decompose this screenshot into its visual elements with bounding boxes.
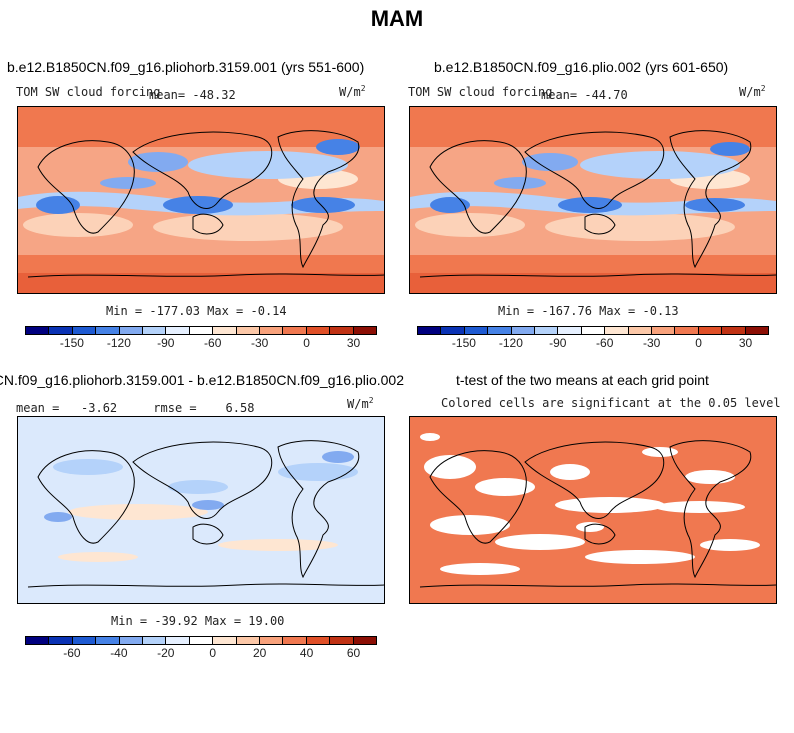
colorbar-swatch xyxy=(119,327,144,334)
colorbar-tick-label: -60 xyxy=(204,336,222,350)
colorbar-swatch xyxy=(675,327,699,334)
colorbar-swatch xyxy=(353,327,377,334)
panel1-variable-label: TOM SW cloud forcing xyxy=(16,85,161,99)
colorbar-swatch xyxy=(330,637,354,644)
colorbar-swatch xyxy=(283,327,307,334)
colorbar-tick-label: -150 xyxy=(451,336,476,350)
colorbar-tick-label: 40 xyxy=(299,646,314,660)
colorbar-swatch xyxy=(213,637,237,644)
colorbar-swatch xyxy=(698,327,723,334)
colorbar-tick-label: -120 xyxy=(106,336,131,350)
panel2-map-svg xyxy=(410,107,776,293)
colorbar-tick-label: 20 xyxy=(252,646,267,660)
panel3-title: b.e12.B1850CN.f09_g16.pliohorb.3159.001 … xyxy=(0,372,404,388)
colorbar-swatch xyxy=(558,327,582,334)
colorbar-swatch xyxy=(189,327,214,334)
colorbar-difference-ticks: -60 -40 -20 0 20 40 60 xyxy=(25,646,377,662)
colorbar-tick-label: 30 xyxy=(738,336,753,350)
colorbar-swatch xyxy=(143,637,167,644)
colorbar-absolute-left-ticks: -150 -120 -90 -60 -30 0 30 xyxy=(25,336,377,352)
colorbar-tick-label: 0 xyxy=(303,336,310,350)
colorbar-swatch xyxy=(306,637,331,644)
panel1-units: W/m2 xyxy=(339,84,366,99)
colorbar-swatch xyxy=(213,327,237,334)
colorbar-swatch xyxy=(745,327,769,334)
colorbar-swatch xyxy=(72,637,97,644)
colorbar-swatch xyxy=(464,327,489,334)
colorbar-tick-label: -20 xyxy=(157,646,175,660)
colorbar-swatch xyxy=(283,637,307,644)
colorbar-swatch xyxy=(605,327,629,334)
colorbar-swatch xyxy=(535,327,559,334)
panel2-units: W/m2 xyxy=(739,84,766,99)
panel1-map xyxy=(17,106,385,294)
panel3-title-clip: b.e12.B1850CN.f09_g16.pliohorb.3159.001 … xyxy=(0,372,404,392)
panel1-map-svg xyxy=(18,107,384,293)
colorbar-swatch xyxy=(260,637,284,644)
colorbar-swatch xyxy=(581,327,606,334)
panel3-units: W/m2 xyxy=(347,396,374,411)
panel4-map-svg xyxy=(410,417,776,603)
colorbar-tick-label: -60 xyxy=(63,646,81,660)
colorbar-swatch xyxy=(72,327,97,334)
colorbar-swatch xyxy=(166,637,190,644)
panel3-minmax: Min = -39.92 Max = 19.00 xyxy=(111,614,285,628)
colorbar-tick-label: -40 xyxy=(110,646,128,660)
colorbar-swatch xyxy=(353,637,377,644)
colorbar-swatch xyxy=(722,327,746,334)
panel3-map xyxy=(17,416,385,604)
colorbar-swatch xyxy=(49,327,73,334)
colorbar-tick-label: 0 xyxy=(695,336,702,350)
colorbar-swatch xyxy=(166,327,190,334)
panel2-minmax: Min = -167.76 Max = -0.13 xyxy=(498,304,679,318)
panel3-stats: mean = -3.62 rmse = 6.58 xyxy=(16,401,255,415)
colorbar-swatch xyxy=(236,327,261,334)
colorbar-swatch xyxy=(511,327,536,334)
panel2-map xyxy=(409,106,777,294)
colorbar-swatch xyxy=(628,327,653,334)
colorbar-swatch xyxy=(306,327,331,334)
panel4-subtitle: Colored cells are significant at the 0.0… xyxy=(441,396,781,410)
colorbar-swatch xyxy=(96,637,120,644)
colorbar-tick-label: 60 xyxy=(346,646,361,660)
colorbar-tick-label: 0 xyxy=(209,646,217,660)
panel4-map xyxy=(409,416,777,604)
colorbar-tick-label: -90 xyxy=(157,336,175,350)
panel2-mean-label: mean= -44.70 xyxy=(541,88,628,102)
colorbar-difference xyxy=(25,636,377,645)
panel1-minmax: Min = -177.03 Max = -0.14 xyxy=(106,304,287,318)
colorbar-swatch xyxy=(96,327,120,334)
colorbar-swatch xyxy=(260,327,284,334)
panel1-title: b.e12.B1850CN.f09_g16.pliohorb.3159.001 … xyxy=(7,59,365,75)
colorbar-absolute-left xyxy=(25,326,377,335)
colorbar-swatch xyxy=(488,327,512,334)
colorbar-tick-label: -30 xyxy=(642,336,661,350)
colorbar-swatch xyxy=(441,327,465,334)
panel1-mean-label: mean= -48.32 xyxy=(149,88,236,102)
colorbar-swatch xyxy=(26,637,50,644)
colorbar-swatch xyxy=(49,637,73,644)
colorbar-tick-label: -60 xyxy=(596,336,614,350)
colorbar-tick-label: 30 xyxy=(346,336,361,350)
colorbar-swatch xyxy=(418,327,442,334)
colorbar-swatch xyxy=(652,327,676,334)
colorbar-swatch xyxy=(330,327,354,334)
colorbar-swatch xyxy=(189,637,214,644)
panel2-variable-label: TOM SW cloud forcing xyxy=(408,85,553,99)
colorbar-absolute-right-ticks: -150 -120 -90 -60 -30 0 30 xyxy=(417,336,769,352)
figure-title: MAM xyxy=(370,6,424,31)
colorbar-swatch xyxy=(236,637,261,644)
colorbar-tick-label: -150 xyxy=(59,336,84,350)
colorbar-tick-label: -90 xyxy=(549,336,567,350)
colorbar-swatch xyxy=(26,327,50,334)
colorbar-tick-label: -30 xyxy=(250,336,269,350)
colorbar-absolute-right xyxy=(417,326,769,335)
colorbar-swatch xyxy=(143,327,167,334)
panel4-title: t-test of the two means at each grid poi… xyxy=(456,372,709,388)
colorbar-tick-label: -120 xyxy=(498,336,523,350)
panel3-map-svg xyxy=(18,417,384,603)
colorbar-swatch xyxy=(119,637,144,644)
panel2-title: b.e12.B1850CN.f09_g16.plio.002 (yrs 601-… xyxy=(434,59,729,75)
